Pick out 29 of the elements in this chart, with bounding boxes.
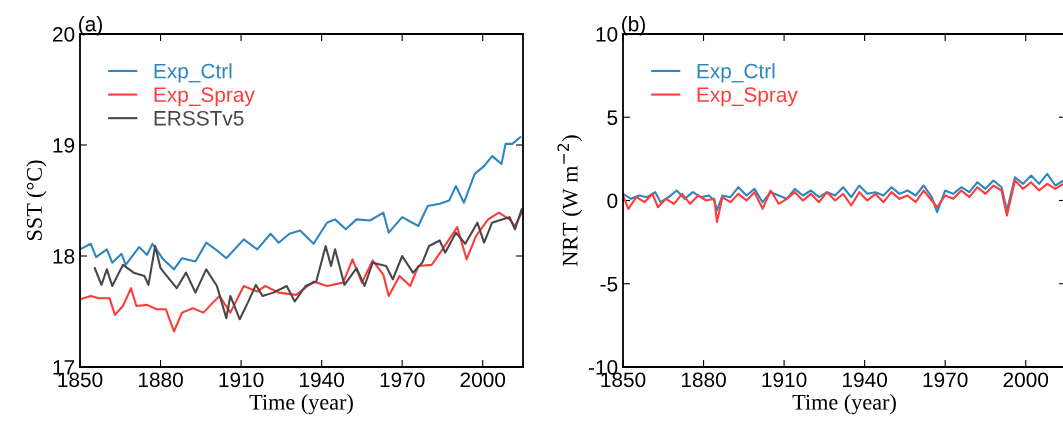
x-axis-title: Time (year) [249, 394, 353, 415]
x-tick-label: 1940 [843, 372, 887, 388]
x-tick-label: 1940 [300, 372, 344, 388]
x-tick-label: 1880 [681, 372, 726, 388]
line-series [623, 172, 1063, 214]
x-tick-label: 1910 [762, 372, 807, 388]
legend-label: Exp_Spray [154, 87, 255, 107]
y-tick-label: 5 [607, 110, 618, 125]
legend-label: ERSSTv5 [154, 110, 244, 126]
y-tick-label: -5 [600, 276, 618, 292]
line-series [80, 136, 522, 271]
x-tick-label: 2000 [1003, 372, 1049, 388]
y-axis-title: NRT (W m$^{−2}$) [557, 135, 583, 267]
x-tick-label: 1970 [380, 372, 425, 388]
x-tick-label: 1910 [219, 372, 264, 388]
legend-label: Exp_Ctrl [697, 63, 775, 83]
x-tick-label: 1880 [138, 372, 183, 388]
x-tick-label: 1970 [923, 372, 968, 388]
y-tick-label: 18 [53, 249, 75, 264]
y-tick-label: 19 [53, 138, 75, 153]
x-tick-label: 2000 [460, 372, 506, 388]
legend-label: Exp_Spray [697, 87, 798, 107]
y-axis-title: SST (°C) [26, 160, 47, 240]
legend-label: Exp_Ctrl [154, 63, 232, 83]
y-tick-label: 10 [596, 27, 618, 42]
y-tick-label: 0 [607, 193, 618, 209]
line-series [623, 179, 1063, 224]
y-tick-label: 20 [53, 27, 75, 42]
x-axis-title: Time (year) [792, 394, 896, 415]
